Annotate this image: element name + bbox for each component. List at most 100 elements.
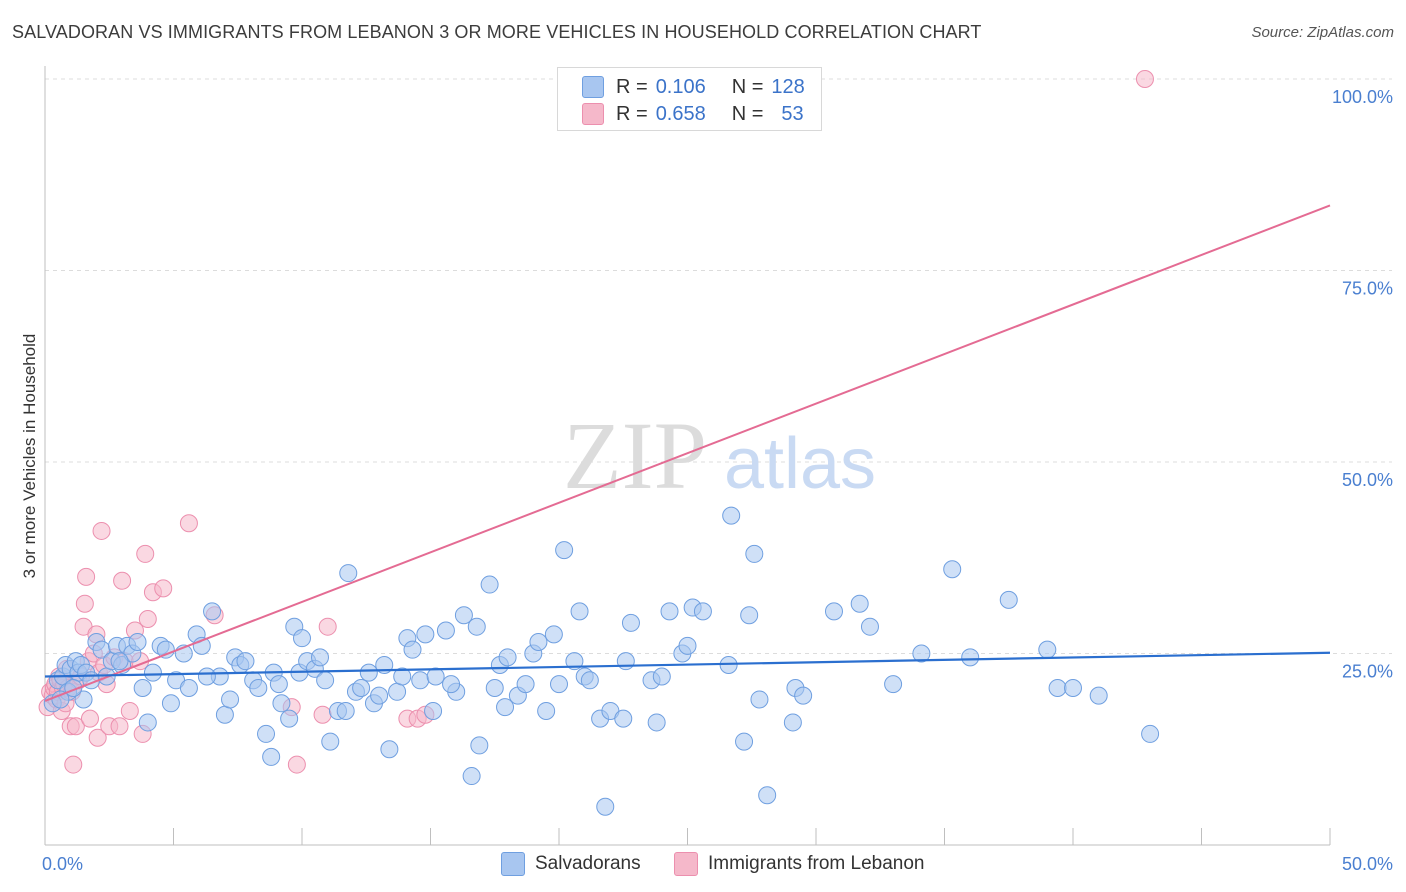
- lebanon-point: [110, 717, 129, 736]
- salvadoran-point: [537, 701, 556, 720]
- lebanon-point: [138, 610, 157, 629]
- salvadoran-point: [316, 671, 335, 690]
- salvadoran-point: [156, 640, 175, 659]
- salvadoran-point: [529, 633, 548, 652]
- salvadoran-point: [403, 640, 422, 659]
- lebanon-point: [64, 755, 83, 774]
- lebanon-point: [1135, 70, 1154, 88]
- salvadoran-point: [236, 652, 255, 671]
- salvadoran-point: [462, 767, 481, 786]
- salvadoran-point: [740, 606, 759, 625]
- bottom-legend: Salvadorans Immigrants from Lebanon: [0, 852, 1406, 878]
- x-tick-label: 50.0%: [1342, 854, 1393, 874]
- bottom-legend-salvadorans: Salvadorans: [501, 852, 641, 876]
- salvadoran-point: [565, 652, 584, 671]
- watermark: ZIP atlas: [563, 402, 876, 509]
- salvadoran-point: [750, 690, 769, 709]
- salvadoran-point: [352, 678, 371, 697]
- salvadoran-point: [1038, 640, 1057, 659]
- y-tick-label: 50.0%: [1342, 470, 1393, 490]
- lebanon-point: [75, 594, 94, 613]
- salvadoran-point: [74, 690, 93, 709]
- salvadoran-point: [442, 675, 461, 694]
- bottom-legend-label-salvadorans: Salvadorans: [535, 853, 641, 874]
- legend-r-label: R =: [616, 75, 648, 98]
- salvadoran-point: [735, 732, 754, 751]
- salvadoran-trend-line: [44, 651, 1331, 678]
- bottom-legend-swatch-salvadorans: [501, 852, 525, 876]
- salvadoran-point: [388, 682, 407, 701]
- legend-r-value: 0.106: [655, 75, 706, 98]
- salvadoran-point: [544, 625, 563, 644]
- salvadoran-point: [496, 698, 515, 717]
- lebanon-point: [113, 571, 132, 590]
- salvadoran-point: [336, 701, 355, 720]
- salvadoran-point: [293, 629, 311, 648]
- lebanon-point: [88, 728, 107, 747]
- salvadoran-point: [722, 506, 741, 525]
- salvadoran-point: [850, 594, 869, 613]
- salvadoran-point: [393, 667, 412, 686]
- tick-labels: 25.0% 50.0% 75.0% 100.0% 0.0% 50.0%: [42, 87, 1393, 874]
- salvadoran-point: [1064, 678, 1082, 697]
- lebanon-trend-line: [44, 204, 1331, 702]
- trend-lines: [44, 204, 1331, 702]
- legend-row-salvadorans: R = 0.106 N = 128: [582, 74, 805, 100]
- salvadoran-points: [43, 506, 1160, 816]
- lebanon-point: [80, 709, 99, 728]
- lebanon-point: [179, 514, 198, 533]
- salvadoran-point: [257, 724, 276, 743]
- lebanon-point: [287, 755, 306, 774]
- legend-n-label: N =: [731, 75, 764, 98]
- salvadoran-point: [824, 602, 843, 621]
- bottom-legend-lebanon: Immigrants from Lebanon: [674, 852, 925, 876]
- salvadoran-point: [370, 686, 389, 705]
- grid-lines: [45, 78, 1392, 654]
- salvadoran-point: [860, 617, 879, 636]
- lebanon-point: [120, 701, 139, 720]
- salvadoran-point: [550, 675, 568, 694]
- watermark-atlas: atlas: [724, 424, 876, 504]
- salvadoran-point: [179, 678, 198, 697]
- salvadoran-point: [467, 617, 486, 636]
- y-tick-label: 25.0%: [1342, 662, 1393, 682]
- salvadoran-point: [424, 701, 443, 720]
- salvadoran-point: [128, 633, 147, 652]
- salvadoran-point: [616, 652, 635, 671]
- chart-title: SALVADORAN VS IMMIGRANTS FROM LEBANON 3 …: [12, 22, 982, 42]
- salvadoran-point: [652, 667, 671, 686]
- legend-swatch-lebanon: [582, 103, 604, 125]
- lebanon-point: [154, 579, 173, 598]
- salvadoran-point: [596, 797, 615, 816]
- legend-n-label: N =: [731, 102, 764, 125]
- salvadoran-point: [783, 713, 802, 732]
- lebanon-point: [318, 617, 337, 636]
- salvadoran-point: [110, 652, 129, 671]
- salvadoran-point: [1089, 686, 1108, 705]
- y-tick-label: 100.0%: [1332, 87, 1393, 107]
- salvadoran-point: [470, 736, 489, 755]
- salvadoran-point: [912, 644, 931, 663]
- salvadoran-point: [426, 667, 445, 686]
- salvadoran-point: [480, 575, 499, 594]
- legend-r-label: R =: [616, 102, 648, 125]
- salvadoran-point: [321, 732, 340, 751]
- salvadoran-point: [133, 678, 152, 697]
- salvadoran-point: [138, 713, 157, 732]
- salvadoran-point: [339, 564, 358, 583]
- lebanon-point: [136, 544, 155, 563]
- salvadoran-point: [498, 648, 517, 667]
- bottom-legend-swatch-lebanon: [674, 852, 698, 876]
- salvadoran-point: [161, 694, 180, 713]
- salvadoran-point: [380, 740, 399, 759]
- salvadoran-point: [51, 690, 70, 709]
- legend-box: R = 0.106 N = 128 R = 0.658 N = 53: [557, 67, 822, 131]
- salvadoran-point: [262, 747, 281, 766]
- legend-n-value: 53: [781, 102, 804, 125]
- salvadoran-point: [660, 602, 679, 621]
- x-tick-label: 0.0%: [42, 854, 83, 874]
- salvadoran-point: [693, 602, 712, 621]
- salvadoran-point: [411, 671, 430, 690]
- salvadoran-point: [436, 621, 455, 640]
